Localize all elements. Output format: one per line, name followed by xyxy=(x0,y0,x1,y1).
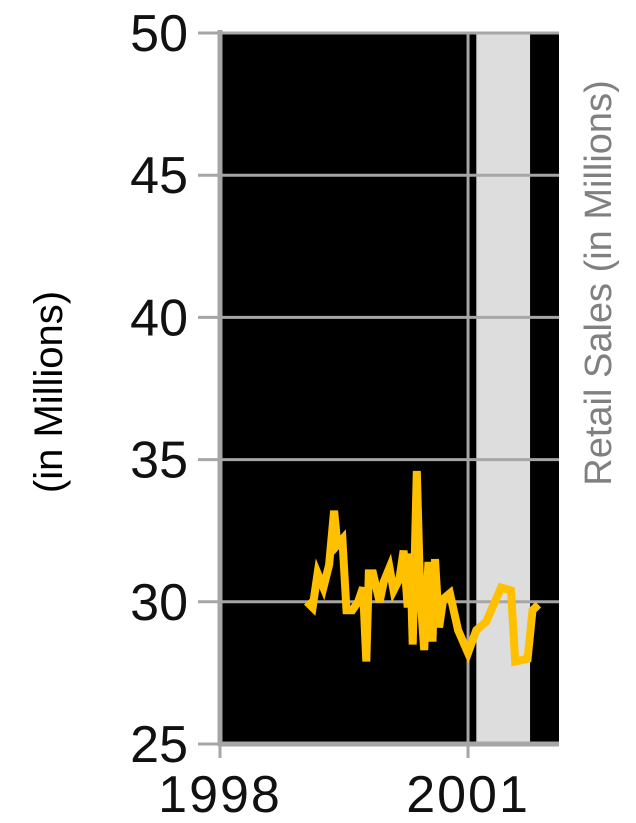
y-tick-label-35: 35 xyxy=(130,432,188,490)
y-tick-label-50: 50 xyxy=(130,5,188,63)
x-tick-label-1998: 1998 xyxy=(158,766,282,823)
secondary-y-axis-title: Retail Sales (in Millions) xyxy=(578,80,620,485)
y-tick-label-30: 30 xyxy=(130,574,188,632)
y-tick-label-45: 45 xyxy=(130,147,188,205)
series-line-0 xyxy=(303,470,542,667)
axes xyxy=(198,30,559,758)
plot-area xyxy=(220,33,559,744)
y-tick-label-25: 25 xyxy=(130,716,188,774)
highlight-band xyxy=(476,33,531,744)
y-tick-label-40: 40 xyxy=(130,289,188,347)
x-tick-label-2001: 2001 xyxy=(406,766,530,823)
tick-labels: 25 30 35 40 45 50 1998 2001 xyxy=(130,5,530,823)
y-axis-title: (in Millions) xyxy=(27,291,71,493)
series-layer xyxy=(303,470,542,667)
